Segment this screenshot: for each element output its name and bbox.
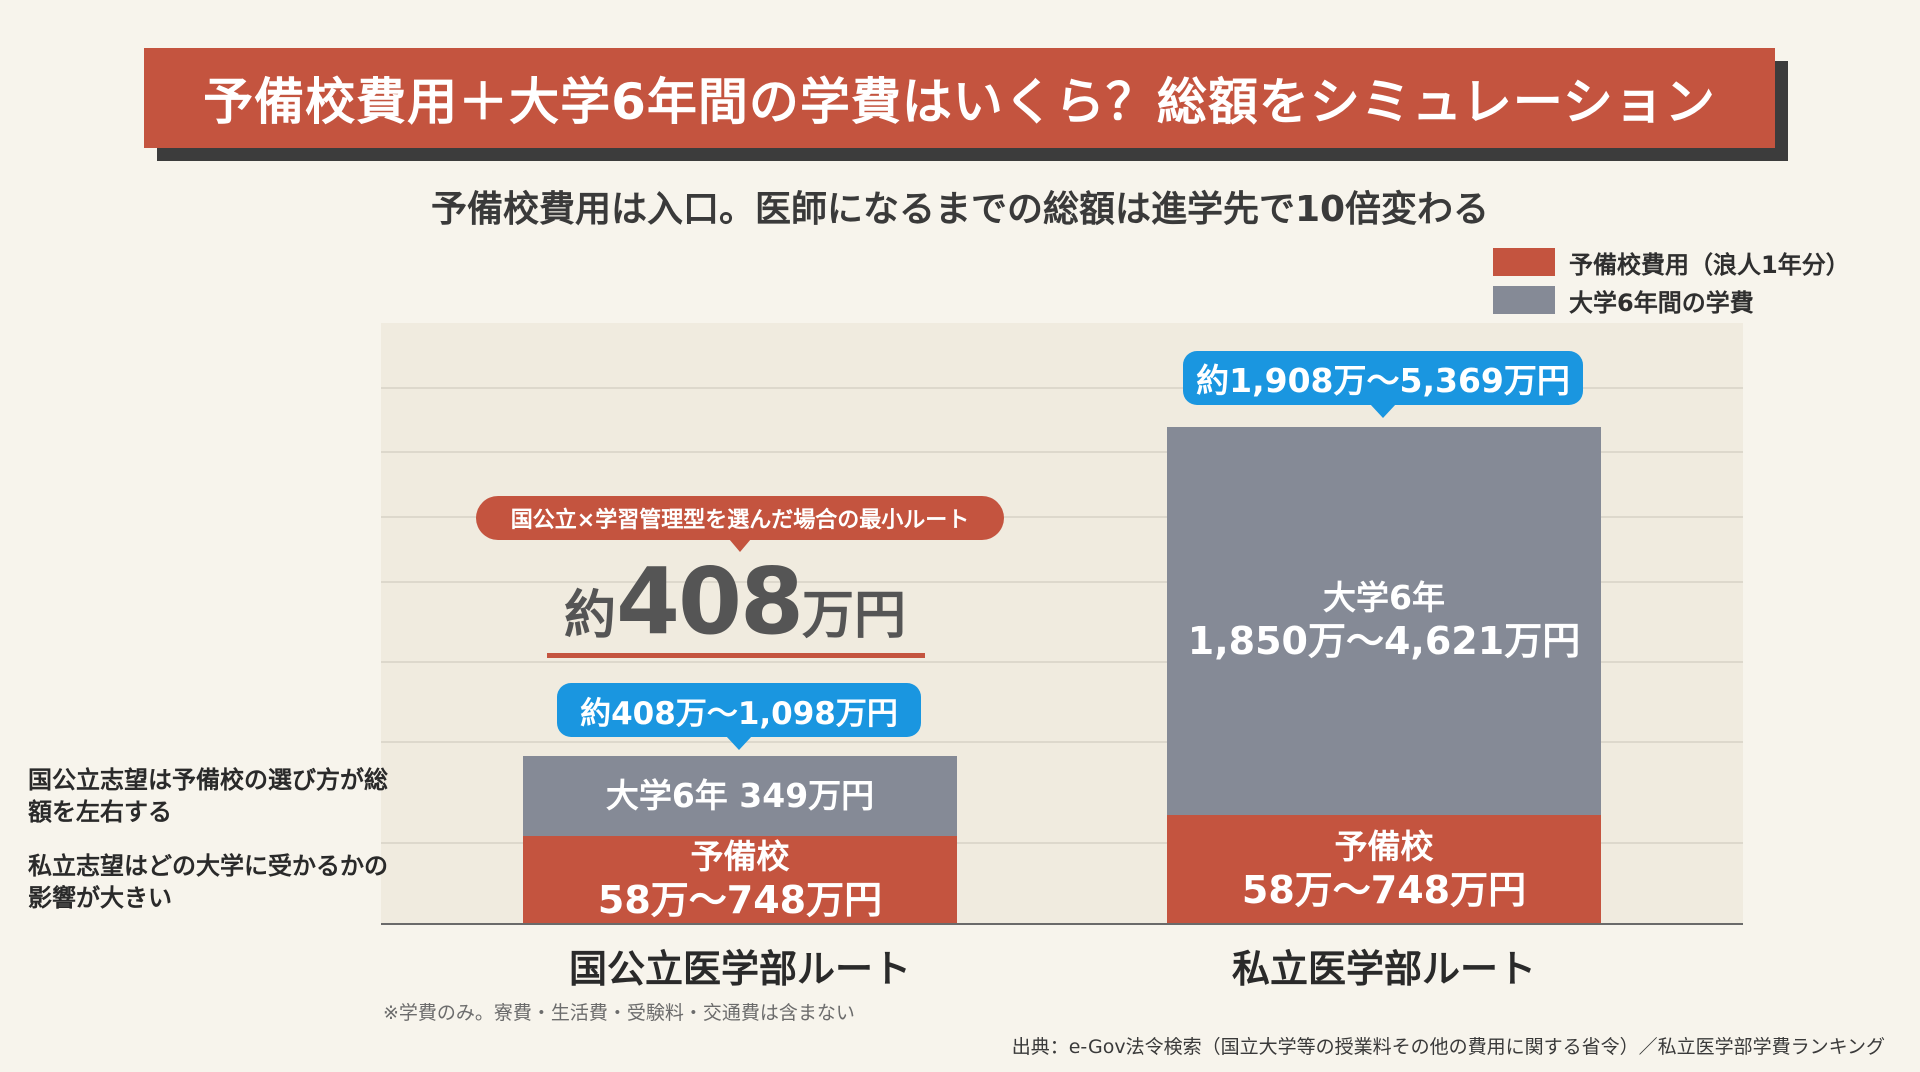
bar-private-prep-range: 58万〜748万円: [1241, 867, 1527, 912]
legend-swatch-univ: [1493, 286, 1555, 314]
legend-label-prep: 予備校費用（浪人1年分）: [1569, 250, 1850, 279]
bar-national-prep-range: 58万〜748万円: [597, 878, 883, 922]
page-title: 予備校費用＋大学6年間の学費はいくら？総額をシミュレーション: [144, 48, 1775, 148]
x-tick-label-private: 私立医学部ルート: [1231, 947, 1536, 991]
bar-private-prep-label: 予備校: [1334, 826, 1434, 866]
side-note-national: 国公立志望は予備校の選び方が総額を左右する: [28, 766, 388, 826]
legend-item-univ: 大学6年間の学費: [1493, 281, 1850, 319]
gridline: [381, 581, 1743, 583]
min-route-underline: [547, 653, 925, 658]
bar-national-prep-label: 予備校: [690, 837, 790, 876]
bar-national-prep-segment: 予備校 58万〜748万円: [523, 836, 957, 924]
gridline: [381, 516, 1743, 518]
legend-label-univ: 大学6年間の学費: [1569, 288, 1754, 317]
min-route-unit: 万円: [802, 586, 907, 646]
min-route-value: 約 408 万円: [540, 548, 930, 655]
legend-item-prep: 予備校費用（浪人1年分）: [1493, 243, 1850, 281]
bar-private-univ-label: 大学6年: [1323, 578, 1445, 617]
chart-subtitle: 予備校費用は入口。医師になるまでの総額は進学先で10倍変わる: [430, 189, 1490, 230]
min-route-number: 408: [615, 548, 804, 655]
gridline: [381, 842, 1743, 844]
gridline: [381, 741, 1743, 743]
side-note-private: 私立志望はどの大学に受かるかの影響が大きい: [28, 852, 388, 912]
gridline: [381, 661, 1743, 663]
bar-private-univ-range: 1,850万〜4,621万円: [1187, 619, 1581, 663]
footnote: ※学費のみ。寮費・生活費・受験料・交通費は含まない: [383, 1002, 855, 1024]
chart-legend: 予備校費用（浪人1年分） 大学6年間の学費: [1493, 243, 1850, 319]
gridline: [381, 451, 1743, 453]
min-route-prefix: 約: [563, 586, 616, 646]
bar-national-univ-segment: 大学6年 349万円: [523, 756, 957, 836]
min-route-badge: 国公立×学習管理型を選んだ場合の最小ルート: [476, 496, 1004, 552]
bar-national-univ-label: 大学6年 349万円: [605, 776, 875, 815]
bar-private-total-callout: 約1,908万〜5,369万円: [1183, 351, 1583, 418]
x-tick-label-national: 国公立医学部ルート: [568, 947, 911, 991]
legend-swatch-prep: [1493, 248, 1555, 276]
bar-national-total-callout: 約408万〜1,098万円: [557, 683, 921, 750]
bar-private-univ-segment: 大学6年 1,850万〜4,621万円: [1167, 427, 1601, 815]
x-axis-baseline: [381, 923, 1743, 925]
gridline: [381, 387, 1743, 389]
bar-private-prep-segment: 予備校 58万〜748万円: [1167, 815, 1601, 924]
source-citation: 出典：e-Gov法令検索（国立大学等の授業料その他の費用に関する省令）／私立医学…: [1011, 1036, 1885, 1058]
